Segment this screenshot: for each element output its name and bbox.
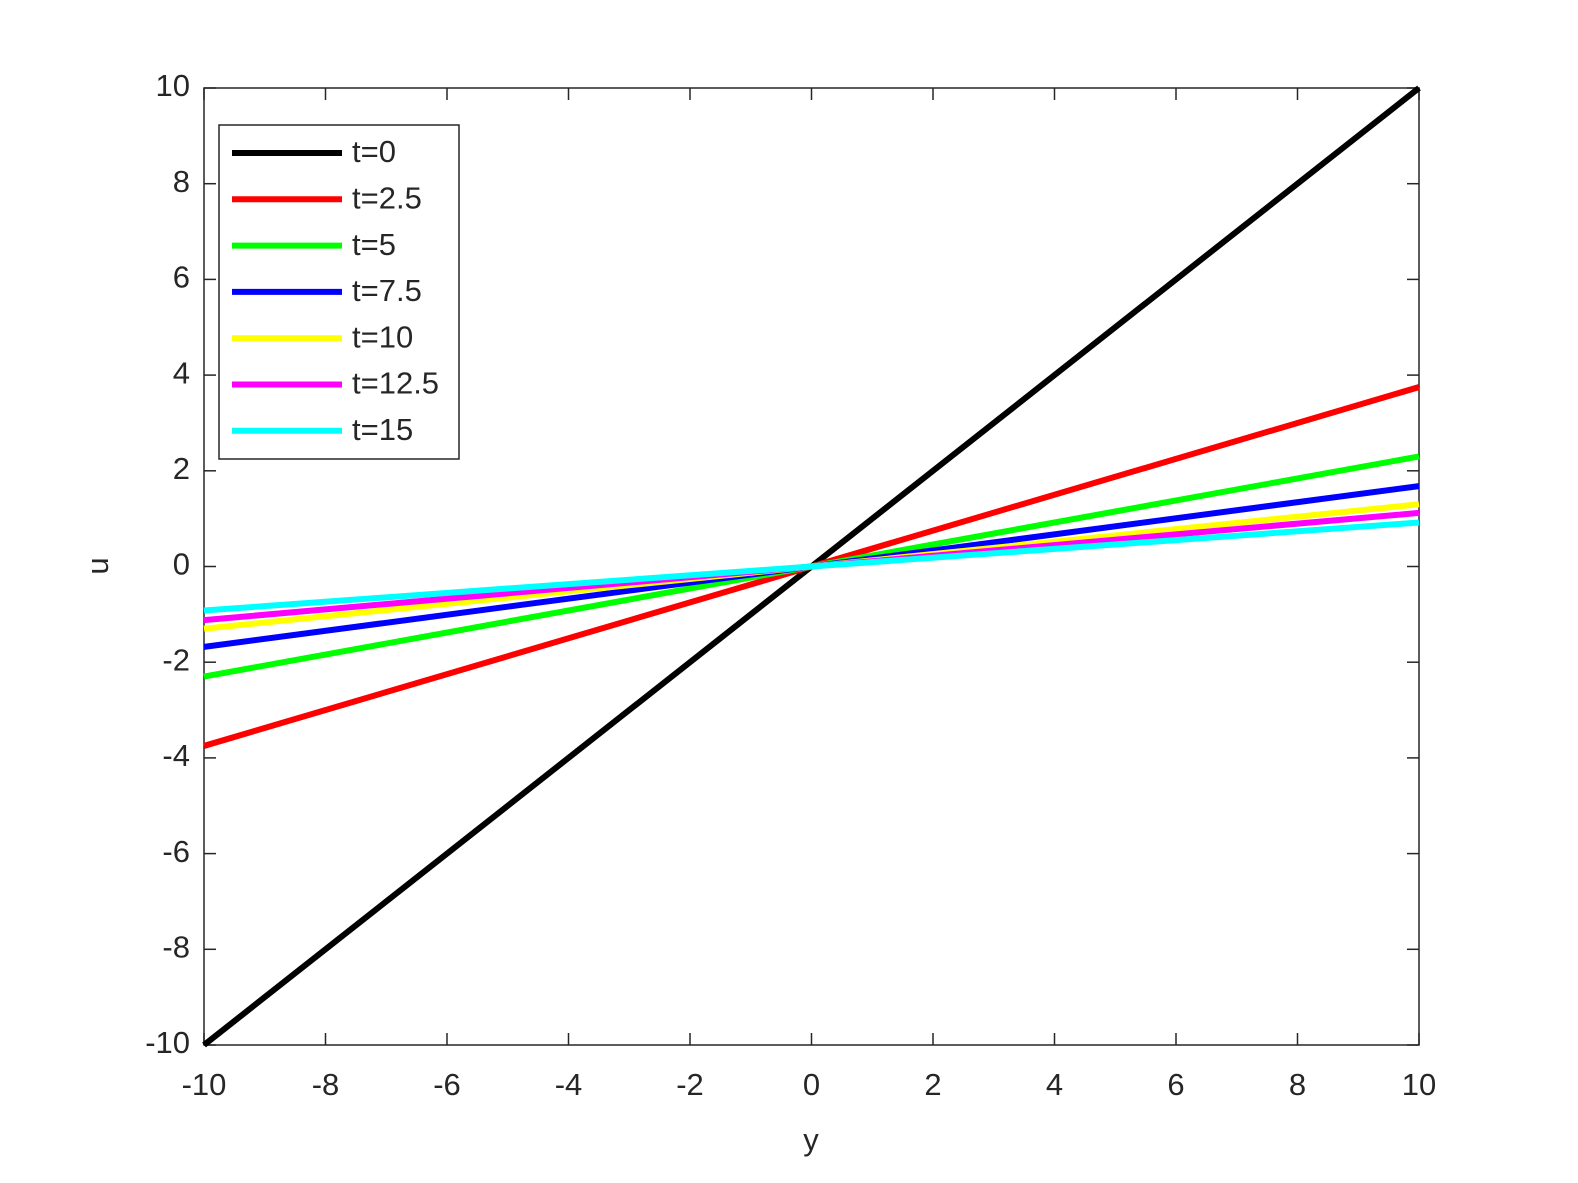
y-tick-label: -10 bbox=[145, 1025, 190, 1060]
x-tick-label: 2 bbox=[924, 1067, 941, 1102]
legend: t=0 t=2.5 t=5 t=7.5 t=10 t=12.5 t=15 bbox=[218, 124, 460, 460]
x-tick-label: 6 bbox=[1167, 1067, 1184, 1102]
y-tick-label: 6 bbox=[173, 260, 190, 295]
y-tick-label: -6 bbox=[162, 834, 190, 869]
x-tick-label: 4 bbox=[1046, 1067, 1063, 1102]
y-tick-label: 4 bbox=[173, 355, 190, 390]
x-tick-label: -2 bbox=[676, 1067, 704, 1102]
legend-label: t=7.5 bbox=[352, 273, 422, 308]
legend-label: t=15 bbox=[352, 412, 413, 447]
x-axis-label: y bbox=[803, 1122, 819, 1157]
x-tick-label: -8 bbox=[312, 1067, 340, 1102]
x-tick-label: -6 bbox=[433, 1067, 461, 1102]
x-tick-label: 0 bbox=[803, 1067, 820, 1102]
x-tick-label: 10 bbox=[1402, 1067, 1436, 1102]
legend-label: t=0 bbox=[352, 134, 396, 169]
y-tick-label: -8 bbox=[162, 929, 190, 964]
y-tick-label: 10 bbox=[156, 68, 190, 103]
series-line bbox=[203, 519, 1420, 614]
legend-label: t=12.5 bbox=[352, 366, 439, 401]
y-axis-label: u bbox=[80, 557, 115, 574]
y-tick-label: -4 bbox=[162, 738, 190, 773]
legend-label: t=2.5 bbox=[352, 180, 422, 215]
y-tick-label: 0 bbox=[173, 547, 190, 582]
y-tick-label: 8 bbox=[173, 164, 190, 199]
x-tick-label: -4 bbox=[555, 1067, 583, 1102]
y-tick-label: -2 bbox=[162, 642, 190, 677]
legend-label: t=5 bbox=[352, 227, 396, 262]
legend-label: t=10 bbox=[352, 319, 413, 354]
x-tick-label: 8 bbox=[1289, 1067, 1306, 1102]
y-tick-label: 2 bbox=[173, 451, 190, 486]
x-tick-label: -10 bbox=[182, 1067, 227, 1102]
